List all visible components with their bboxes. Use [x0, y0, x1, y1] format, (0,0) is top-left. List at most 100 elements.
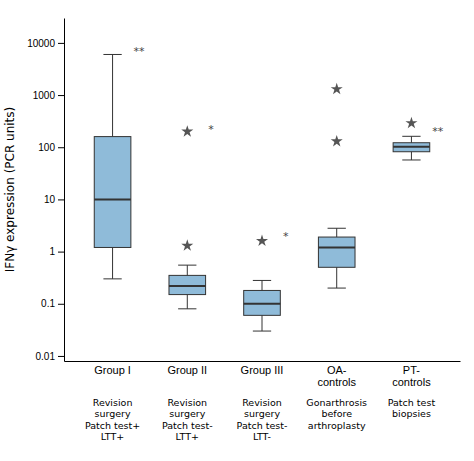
y-tick: 0.01	[36, 351, 64, 362]
upper-whisker	[187, 265, 188, 275]
upper-cap	[178, 265, 196, 266]
y-tick-mark	[58, 43, 64, 44]
upper-whisker	[336, 228, 337, 237]
subgroup-label: Patch testbiopsies	[388, 397, 436, 419]
x-tick: Group I	[94, 361, 131, 376]
x-tick: Group III	[241, 361, 284, 376]
box	[94, 137, 131, 248]
y-tick: 10000	[27, 38, 64, 49]
box-group	[393, 136, 430, 160]
outlier	[331, 135, 343, 146]
outlier	[181, 125, 193, 136]
outlier	[256, 235, 268, 246]
subgroup-label-line: Patch test-	[237, 420, 288, 431]
outlier	[331, 83, 343, 94]
upper-whisker	[112, 54, 113, 136]
x-axis: Group IGroup IIGroup IIIOA-controlsPT-co…	[65, 361, 461, 388]
subgroup-label-line: LTT+	[101, 431, 124, 442]
boxes	[94, 54, 429, 331]
x-tick-label-line: OA-	[327, 364, 347, 376]
x-tick-label-line: Group III	[241, 364, 284, 376]
significance-label: *	[283, 230, 289, 243]
median	[244, 303, 281, 305]
y-tick: 1	[49, 246, 64, 257]
x-tick-label-line: Group II	[167, 364, 207, 376]
y-tick-label: 10	[44, 194, 56, 205]
box	[318, 237, 355, 267]
y-tick-label: 10000	[27, 38, 55, 49]
y-axis-title: IFNγ expression (PCR units)	[3, 107, 17, 273]
outlier	[181, 239, 193, 250]
x-tick-label-line: Group I	[94, 364, 131, 376]
plot: 0.01 0.1 1 10 100 1000 10000 Group I Group II Gro…	[3, 19, 461, 442]
median	[94, 198, 131, 200]
subgroup-label-line: arthroplasty	[308, 420, 366, 431]
y-tick-label: 0.01	[36, 351, 56, 362]
y-tick-label: 100	[38, 142, 55, 153]
lower-cap	[402, 159, 420, 160]
upper-cap	[402, 136, 420, 137]
x-tick: PT-controls	[392, 361, 431, 388]
x-tick-label: OA-controls	[317, 364, 356, 389]
subgroup-label-line: Patch test+	[85, 420, 140, 431]
y-tick-mark	[58, 304, 64, 305]
y-tick-mark	[58, 95, 64, 96]
annotations: ******	[133, 45, 443, 242]
subgroup-label: RevisionsurgeryPatch test-LTT+	[162, 397, 213, 442]
lower-whisker	[112, 247, 113, 278]
x-tick-label-line: PT-	[403, 364, 420, 376]
y-tick-mark	[58, 356, 64, 357]
x-tick-label-line: controls	[317, 376, 356, 388]
lower-cap	[253, 331, 271, 332]
y-tick-mark	[58, 199, 64, 200]
subgroup-label-line: LTT+	[176, 431, 199, 442]
box	[393, 143, 430, 152]
y-tick: 1000	[33, 90, 64, 101]
subgroup-label-line: biopsies	[392, 408, 431, 419]
median	[169, 285, 206, 287]
y-axis: 0.01 0.1 1 10 100 1000 10000	[27, 19, 64, 362]
subgroup-label-line: Patch test	[388, 397, 436, 408]
lower-cap	[103, 278, 121, 279]
y-tick-label: 1	[49, 246, 55, 257]
median	[318, 246, 355, 248]
y-tick: 10	[44, 194, 64, 205]
x-tick-label: Group III	[241, 364, 284, 376]
box-group	[318, 228, 355, 288]
significance-label: *	[208, 123, 214, 136]
box-group	[244, 280, 281, 331]
y-tick-mark	[58, 147, 64, 148]
x-tick-label: PT-controls	[392, 364, 431, 389]
subgroup-label-line: surgery	[95, 408, 131, 419]
x-tick: OA-controls	[317, 361, 356, 388]
subgroup-label-line: LTT-	[253, 431, 271, 442]
subgroup-label: Gonarthrosisbeforearthroplasty	[306, 397, 367, 431]
x-tick-label-line: controls	[392, 376, 431, 388]
lower-whisker	[336, 267, 337, 288]
x-tick-label: Group II	[167, 364, 207, 376]
median	[393, 146, 430, 148]
subgroup-label-line: Revision	[167, 397, 207, 408]
x-tick-label: Group I	[94, 364, 131, 376]
subgroup-label-line: Revision	[242, 397, 282, 408]
upper-whisker	[262, 280, 263, 290]
y-tick-label: 0.1	[41, 298, 55, 309]
significance-label: **	[133, 45, 145, 58]
lower-cap	[328, 288, 346, 289]
box-group	[94, 54, 131, 278]
subgroup-label: RevisionsurgeryPatch test-LTT-	[237, 397, 288, 442]
subgroup-label: RevisionsurgeryPatch test+LTT+	[85, 397, 140, 442]
lower-whisker	[411, 152, 412, 160]
lower-whisker	[262, 315, 263, 331]
box	[169, 275, 206, 294]
significance-label: **	[432, 125, 444, 138]
y-tick: 100	[38, 142, 64, 153]
upper-cap	[103, 54, 121, 55]
chart: 0.01 0.1 1 10 100 1000 10000 Group I Group II Gro…	[0, 0, 474, 461]
y-axis-line	[64, 19, 65, 362]
y-tick: 0.1	[41, 298, 64, 309]
y-tick-mark	[58, 252, 64, 253]
lower-whisker	[187, 295, 188, 309]
lower-cap	[178, 308, 196, 309]
subgroup-label-line: before	[321, 408, 352, 419]
